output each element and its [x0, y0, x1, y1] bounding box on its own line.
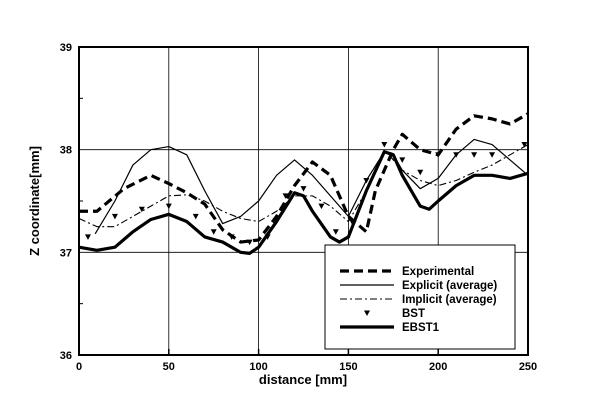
- legend-label: BST: [402, 308, 425, 320]
- bst-marker: [300, 186, 307, 192]
- bst-marker: [471, 152, 478, 158]
- bst-marker: [210, 229, 217, 235]
- bst-marker: [228, 234, 235, 240]
- x-tick-label: 200: [429, 361, 447, 373]
- bst-marker: [363, 177, 370, 184]
- legend: Experimental Explicit (average) Implicit (…: [324, 244, 516, 350]
- y-tick-label: 39: [60, 42, 72, 54]
- bst-marker: [282, 193, 289, 199]
- legend-label: EBST1: [402, 322, 440, 334]
- bst-marker: [165, 203, 172, 210]
- series-bst: [84, 142, 528, 246]
- x-axis-label: distance [mm]: [259, 372, 347, 387]
- y-tick-label: 38: [60, 145, 72, 157]
- legend-label: Implicit (average): [402, 294, 497, 306]
- bst-marker: [138, 206, 145, 213]
- bst-marker: [332, 229, 339, 235]
- bst-marker: [111, 213, 118, 220]
- plot-frame: [78, 46, 529, 356]
- bst-marker: [399, 157, 406, 163]
- bst-marker: [84, 234, 91, 240]
- series-experimental-line: [79, 112, 529, 244]
- y-tick-label: 36: [60, 350, 72, 362]
- legend-label: Experimental: [402, 266, 474, 278]
- bst-marker: [192, 213, 199, 220]
- series-explicit-average-line: [94, 138, 529, 235]
- x-tick-label: 250: [519, 361, 537, 373]
- legend-box: [324, 244, 516, 350]
- bst-marker: [521, 142, 528, 148]
- x-tick-label: 0: [76, 361, 82, 373]
- y-tick-label: 37: [60, 247, 72, 259]
- x-tick-label: 150: [339, 361, 357, 373]
- bst-marker: [453, 152, 460, 158]
- legend-label: Explicit (average): [402, 280, 497, 292]
- series-group: [78, 112, 529, 255]
- y-axis-label: Z coordinate[mm]: [27, 146, 42, 256]
- series-implicit-average-line: [78, 144, 529, 228]
- bst-marker: [246, 239, 253, 246]
- legend-marker-bst: [364, 310, 370, 316]
- x-tick-label: 100: [249, 361, 267, 373]
- bst-marker: [381, 142, 388, 148]
- tick-labels: 0 50 100 150 200 250 36 37 38 39: [60, 42, 537, 373]
- x-tick-label: 50: [163, 361, 175, 373]
- bst-marker: [435, 152, 442, 158]
- series-ebst1-line: [78, 150, 529, 255]
- bst-marker: [318, 203, 325, 210]
- bst-marker: [417, 169, 424, 176]
- bst-marker: [489, 152, 496, 158]
